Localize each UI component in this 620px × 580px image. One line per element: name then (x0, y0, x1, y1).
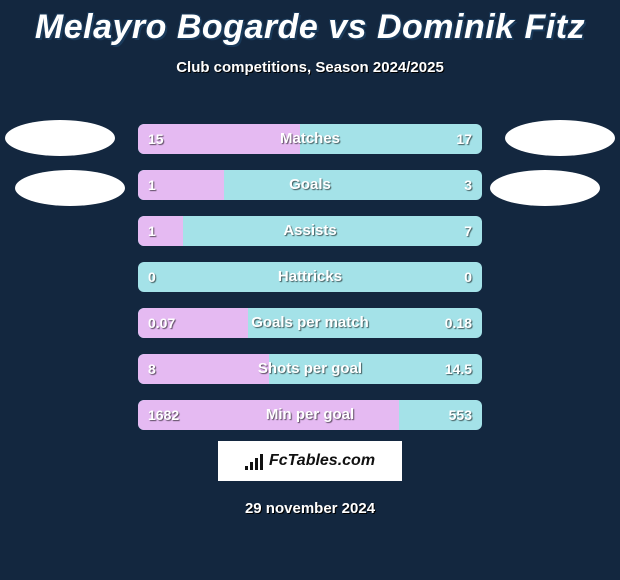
stat-row: 1682Min per goal553 (138, 400, 482, 430)
footer-date: 29 november 2024 (0, 500, 620, 517)
stat-row: 0.07Goals per match0.18 (138, 308, 482, 338)
stat-row: 1Goals3 (138, 170, 482, 200)
club-badge-left-1 (5, 120, 115, 156)
stat-row: 8Shots per goal14.5 (138, 354, 482, 384)
comparison-bars: 15Matches17 1Goals3 1Assists7 0Hattricks0 0.… (138, 124, 482, 446)
stat-label: Goals (138, 170, 482, 200)
subtitle: Club competitions, Season 2024/2025 (0, 59, 620, 76)
stat-value-right: 0 (464, 262, 472, 292)
stat-label: Min per goal (138, 400, 482, 430)
stat-value-right: 0.18 (445, 308, 472, 338)
page-title: Melayro Bogarde vs Dominik Fitz (0, 0, 620, 47)
stat-label: Assists (138, 216, 482, 246)
stat-value-right: 3 (464, 170, 472, 200)
stat-value-right: 14.5 (445, 354, 472, 384)
stat-value-right: 17 (456, 124, 472, 154)
stat-label: Shots per goal (138, 354, 482, 384)
club-badge-right-2 (490, 170, 600, 206)
stat-row: 1Assists7 (138, 216, 482, 246)
signal-icon (245, 452, 263, 470)
club-badge-left-2 (15, 170, 125, 206)
stat-label: Goals per match (138, 308, 482, 338)
stat-row: 15Matches17 (138, 124, 482, 154)
watermark: FcTables.com (217, 440, 403, 482)
stat-label: Hattricks (138, 262, 482, 292)
stat-value-right: 7 (464, 216, 472, 246)
club-badge-right-1 (505, 120, 615, 156)
stat-value-right: 553 (449, 400, 472, 430)
watermark-text: FcTables.com (269, 452, 375, 470)
stat-label: Matches (138, 124, 482, 154)
stat-row: 0Hattricks0 (138, 262, 482, 292)
